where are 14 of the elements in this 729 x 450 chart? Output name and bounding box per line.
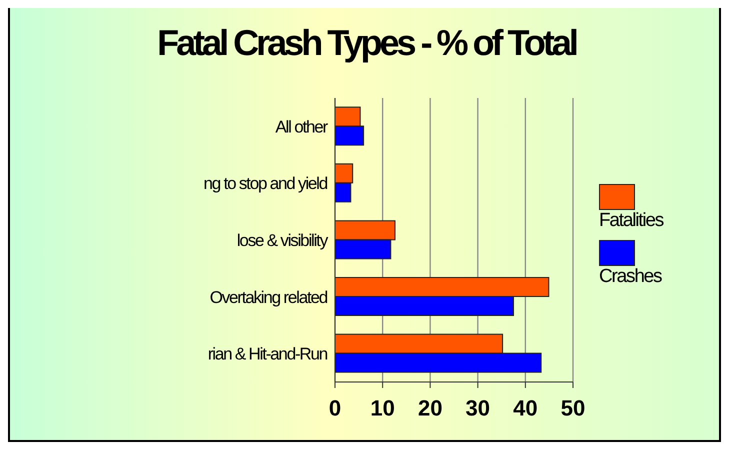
x-tick-label: 0 [328,396,342,421]
y-tick-label: lose & visibility [236,231,329,250]
x-tick-label: 20 [418,396,442,421]
y-tick-label: All other [275,117,329,136]
y-tick-label: ng to stop and yield [204,174,328,194]
chart-title: Fatal Crash Types - % of Total [156,22,578,64]
y-tick-label: rian & Hit-and-Run [208,344,328,364]
legend-label: Crashes [599,266,663,288]
x-tick-label: 30 [466,396,490,421]
y-tick-label: Overtaking related [210,288,328,307]
legend-label: Fatalities [599,210,664,232]
x-tick-label: 10 [370,396,395,421]
x-tick-label: 40 [513,396,538,421]
x-tick-label: 50 [560,396,586,421]
